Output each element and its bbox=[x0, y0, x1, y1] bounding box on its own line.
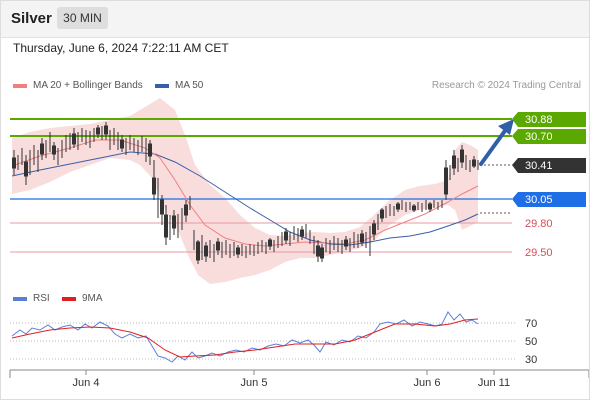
ma20-label: MA 20 + Bollinger Bands bbox=[33, 80, 143, 91]
price-tag-text-30-05: 30.05 bbox=[525, 194, 553, 206]
price-tag-30-88: 30.88 bbox=[512, 112, 586, 127]
price-tag-text-29-50: 29.50 bbox=[525, 247, 553, 259]
rsi-swatch bbox=[13, 296, 27, 301]
ma9-swatch bbox=[62, 296, 76, 301]
symbol-title: Silver bbox=[11, 10, 52, 27]
price-tag-30-41: 30.41 bbox=[512, 158, 586, 173]
ma9-label: 9MA bbox=[82, 293, 103, 304]
ma50-label: MA 50 bbox=[175, 80, 204, 91]
ma9-line bbox=[11, 318, 479, 358]
price-tag-30-70: 30.70 bbox=[512, 129, 586, 144]
x-label-jun5: Jun 5 bbox=[241, 377, 268, 389]
projection-arrow-head bbox=[498, 119, 514, 135]
ma20-swatch bbox=[13, 83, 27, 88]
price-tag-text-30-41: 30.41 bbox=[525, 160, 553, 172]
legend-9ma: 9MA bbox=[62, 293, 103, 304]
rsi-label: RSI bbox=[33, 293, 50, 304]
x-label-jun6: Jun 6 bbox=[414, 377, 441, 389]
x-label-jun11: Jun 11 bbox=[478, 377, 510, 389]
price-tag-text-29-80: 29.80 bbox=[525, 218, 553, 230]
research-credit: Research © 2024 Trading Central bbox=[431, 80, 581, 91]
chart-datetime: Thursday, June 6, 2024 7:22:11 AM CET bbox=[13, 41, 229, 55]
x-label-jun4: Jun 4 bbox=[73, 377, 100, 389]
legend-ma50: MA 50 bbox=[155, 80, 203, 91]
legend-rsi: RSI bbox=[13, 293, 50, 304]
rsi-label-50: 50 bbox=[525, 336, 537, 348]
ma50-swatch bbox=[155, 83, 169, 88]
rsi-label-70: 70 bbox=[525, 318, 537, 330]
rsi-label-30: 30 bbox=[525, 354, 537, 366]
price-tag-text-30-88: 30.88 bbox=[525, 114, 553, 126]
timeframe-button[interactable]: 30 MIN bbox=[57, 7, 108, 29]
bollinger-band bbox=[12, 98, 478, 284]
ma20-line bbox=[11, 139, 479, 247]
price-tag-30-05: 30.05 bbox=[512, 192, 586, 207]
header-bar: Silver 30 MIN bbox=[0, 0, 590, 38]
price-tag-text-30-70: 30.70 bbox=[525, 131, 553, 143]
projection-arrow bbox=[479, 126, 509, 166]
legend-ma20: MA 20 + Bollinger Bands bbox=[13, 80, 143, 91]
price-candles bbox=[12, 122, 479, 264]
ma50-line bbox=[11, 151, 479, 246]
rsi-line bbox=[11, 311, 479, 363]
